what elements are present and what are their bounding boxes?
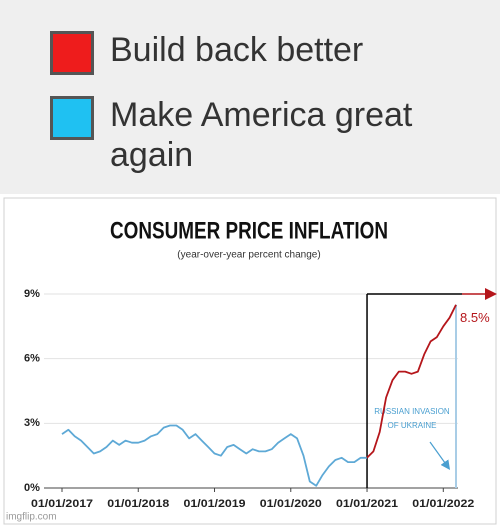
- series-line: [61, 424, 367, 487]
- x-tick-label: 01/01/2019: [184, 498, 246, 510]
- legend: Build back better Make America great agai…: [0, 0, 500, 194]
- x-tick-label: 01/01/2021: [336, 498, 398, 510]
- y-tick-label: 3%: [24, 417, 40, 429]
- end-value-label: 8.5%: [460, 310, 490, 325]
- annotation-text: OF UKRAINE: [388, 421, 437, 430]
- legend-entry: Make America great again: [50, 95, 470, 175]
- y-tick-label: 9%: [24, 288, 40, 300]
- chart: CONSUMER PRICE INFLATION (year-over-year…: [3, 197, 497, 525]
- chart-subtitle: (year-over-year percent change): [177, 250, 320, 261]
- watermark: imgflip.com: [6, 512, 57, 523]
- legend-swatch: [50, 31, 94, 75]
- annotation-arrow: [429, 441, 451, 470]
- legend-swatch: [50, 96, 94, 140]
- x-tick-label: 01/01/2020: [260, 498, 322, 510]
- chart-title: CONSUMER PRICE INFLATION: [110, 217, 388, 244]
- y-tick-label: 6%: [24, 353, 40, 365]
- x-tick-label: 01/01/2018: [107, 498, 169, 510]
- legend-entry: Build back better: [50, 30, 470, 75]
- y-tick-label: 0%: [24, 482, 40, 494]
- x-tick-label: 01/01/2017: [31, 498, 93, 510]
- legend-label: Build back better: [110, 31, 364, 69]
- x-tick-label: 01/01/2022: [412, 498, 474, 510]
- legend-label: Make America great again: [110, 96, 413, 174]
- annotation-text: RUSSIAN INVASION: [374, 407, 450, 416]
- series-line: [366, 304, 457, 459]
- chart-frame: [3, 197, 497, 525]
